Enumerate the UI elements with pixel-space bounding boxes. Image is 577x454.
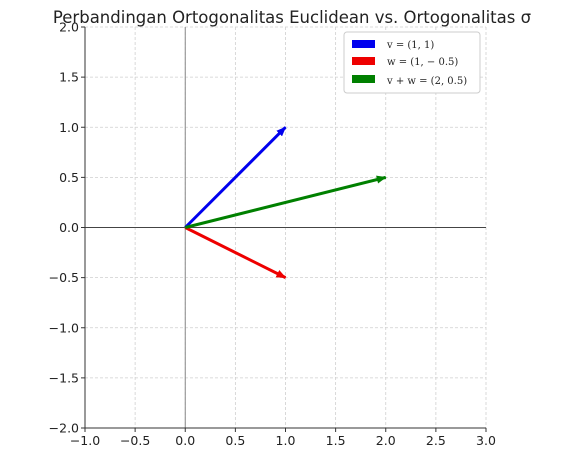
x-tick-label-2: 0.0 (175, 433, 195, 448)
vectors (184, 126, 387, 279)
y-tick-label-0: 2.0 (59, 20, 79, 35)
x-tick-label-4: 1.0 (276, 433, 296, 448)
legend-label-vw: v + w = (2, 0.5) (386, 76, 467, 87)
y-tick-label-2: 1.0 (59, 120, 79, 135)
x-tick-label-0: −1.0 (70, 433, 100, 448)
y-tick-label-4: 0.0 (59, 220, 79, 235)
legend-label-w: w = (1, − 0.5) (387, 57, 458, 68)
y-tick-label-8: −2.0 (49, 421, 79, 436)
legend-swatch-v (352, 40, 375, 48)
x-tick-label-7: 2.5 (426, 433, 446, 448)
x-axis-ticks: −1.0 −0.5 0.0 0.5 1.0 1.5 2.0 2.5 3.0 (70, 428, 496, 448)
vector-arrow-0 (184, 126, 287, 229)
vector-arrow-2 (184, 175, 387, 229)
legend-swatch-vw (352, 75, 375, 83)
y-tick-label-6: −1.0 (49, 320, 79, 335)
y-tick-label-1: 1.5 (59, 70, 79, 85)
legend-swatch-w (352, 57, 375, 65)
x-tick-label-5: 1.5 (326, 433, 346, 448)
x-tick-label-1: −0.5 (120, 433, 150, 448)
y-tick-label-3: 0.5 (59, 170, 79, 185)
y-axis-ticks: 2.0 1.5 1.0 0.5 0.0 −0.5 −1.0 −1.5 −2.0 (49, 20, 85, 436)
y-tick-label-7: −1.5 (49, 370, 79, 385)
x-tick-label-8: 3.0 (476, 433, 496, 448)
legend-box (343, 31, 481, 94)
legend-label-v: v = (1, 1) (386, 40, 434, 51)
y-tick-label-5: −0.5 (49, 270, 79, 285)
vector-arrow-1 (184, 226, 287, 279)
legend: v = (1, 1) w = (1, − 0.5) v + w = (2, 0.… (343, 31, 481, 94)
x-tick-label-3: 0.5 (225, 433, 245, 448)
x-tick-label-6: 2.0 (376, 433, 396, 448)
chart-title: Perbandingan Ortogonalitas Euclidean vs.… (53, 8, 531, 27)
